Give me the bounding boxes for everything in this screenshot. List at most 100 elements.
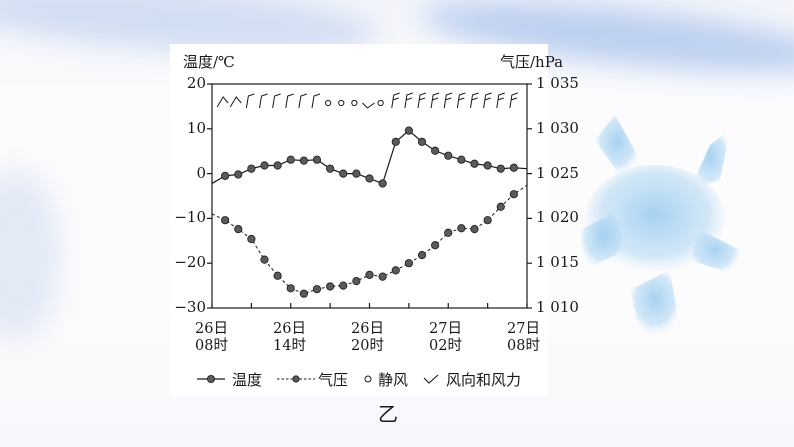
left-tick: −30	[174, 298, 206, 316]
right-axis-title: 气压/hPa	[500, 53, 564, 71]
wind-barb-icon	[298, 93, 308, 109]
wind-barb-icon	[496, 92, 505, 109]
wind-barb-icon	[470, 92, 479, 109]
pressure-point	[339, 281, 348, 290]
temperature-point	[286, 155, 295, 164]
dashed-line-marker-icon	[277, 375, 316, 383]
calm-circle-icon	[351, 99, 358, 107]
x-label-26-20: 26日 20时	[351, 321, 384, 354]
temperature-point	[470, 159, 479, 168]
x-label-27-08: 27日 08时	[507, 321, 540, 354]
pressure-point	[404, 259, 413, 268]
x-label-26-14: 26日 14时	[273, 321, 306, 354]
temperature-point	[326, 164, 335, 173]
wind-barb-icon	[483, 92, 492, 109]
left-axis-title: 温度/℃	[183, 53, 235, 71]
pressure-point	[247, 234, 256, 244]
legend-wind: 风向和风力	[422, 369, 521, 390]
legend-pressure: 气压	[276, 369, 348, 390]
axes	[207, 83, 532, 309]
wind-symbol-row	[216, 92, 519, 109]
calm-circle-icon	[364, 375, 372, 383]
wind-barb-icon	[456, 92, 466, 109]
right-tick: 1 030	[536, 119, 579, 137]
wind-barb-icon	[362, 102, 375, 109]
snowflake-decoration	[580, 115, 740, 335]
right-tick: 1 025	[536, 164, 579, 182]
temperature-point	[457, 155, 466, 164]
pressure-point	[234, 225, 243, 234]
temperature-point	[234, 170, 243, 179]
pressure-point	[312, 285, 322, 294]
x-label-26-08: 26日 08时	[195, 321, 228, 354]
right-tick: 1 035	[536, 74, 579, 92]
temperature-point	[509, 163, 518, 172]
pressure-point	[326, 282, 335, 291]
wind-barb-icon	[443, 92, 453, 109]
temperature-point	[273, 161, 282, 170]
calm-circle-icon	[325, 99, 332, 107]
temperature-point	[352, 169, 361, 178]
pressure-point	[352, 277, 361, 286]
temperature-point	[417, 137, 427, 146]
pressure-point	[365, 270, 374, 279]
right-tick: 1 020	[536, 208, 579, 226]
wind-barb-icon	[417, 92, 427, 109]
pressure-point	[260, 255, 269, 264]
temperature-point	[221, 171, 230, 180]
left-tick: −20	[174, 253, 206, 271]
legend-temperature: 温度	[196, 369, 262, 390]
temperature-point	[391, 137, 400, 146]
temperature-point	[339, 169, 348, 178]
right-tick: 1 015	[536, 253, 579, 271]
legend-calm: 静风	[362, 369, 408, 390]
temperature-point	[312, 155, 322, 164]
pressure-point	[273, 271, 282, 280]
solid-line-marker-icon	[197, 375, 225, 383]
pressure-point	[286, 284, 295, 293]
wind-barb-icon	[229, 96, 242, 108]
temperature-point	[404, 126, 413, 135]
wind-barb-icon	[216, 96, 229, 108]
calm-circle-icon	[377, 99, 384, 107]
pressure-point	[496, 202, 505, 211]
pressure-point	[431, 241, 440, 250]
pressure-point	[470, 225, 479, 234]
wind-barb-icon	[430, 92, 440, 109]
temperature-point	[496, 164, 505, 173]
wind-barb-icon	[311, 93, 321, 109]
wind-barb-icon	[423, 374, 439, 384]
legend: 温度 气压 静风 风向和风力	[196, 369, 535, 390]
pressure-point	[378, 272, 387, 281]
pressure-point	[457, 224, 466, 233]
pressure-point	[509, 190, 518, 199]
pressure-point	[391, 266, 400, 275]
wind-barb-icon	[391, 92, 400, 109]
pressure-point	[444, 228, 453, 237]
calm-circle-icon	[338, 99, 345, 107]
pressure-series	[211, 184, 528, 298]
x-label-27-02: 27日 02时	[429, 321, 462, 354]
wind-barb-icon	[404, 92, 414, 109]
pressure-point	[299, 289, 308, 298]
left-tick: 0	[196, 164, 206, 182]
temperature-point	[483, 161, 492, 170]
temperature-point	[444, 151, 453, 160]
left-tick: 10	[186, 119, 206, 137]
temperature-point	[260, 161, 269, 170]
left-tick: −10	[174, 208, 206, 226]
pressure-point	[483, 216, 492, 225]
temperature-point	[247, 164, 256, 173]
wind-barb-icon	[245, 93, 255, 109]
temperature-point	[365, 174, 374, 183]
temperature-point	[431, 146, 440, 155]
temperature-point	[378, 179, 387, 188]
figure-caption: 乙	[378, 402, 398, 426]
temperature-point	[299, 156, 308, 165]
temperature-series	[211, 126, 528, 188]
right-tick: 1 010	[536, 298, 579, 316]
pressure-point	[417, 251, 427, 260]
wind-barb-icon	[285, 93, 294, 109]
wind-barb-icon	[259, 93, 268, 109]
